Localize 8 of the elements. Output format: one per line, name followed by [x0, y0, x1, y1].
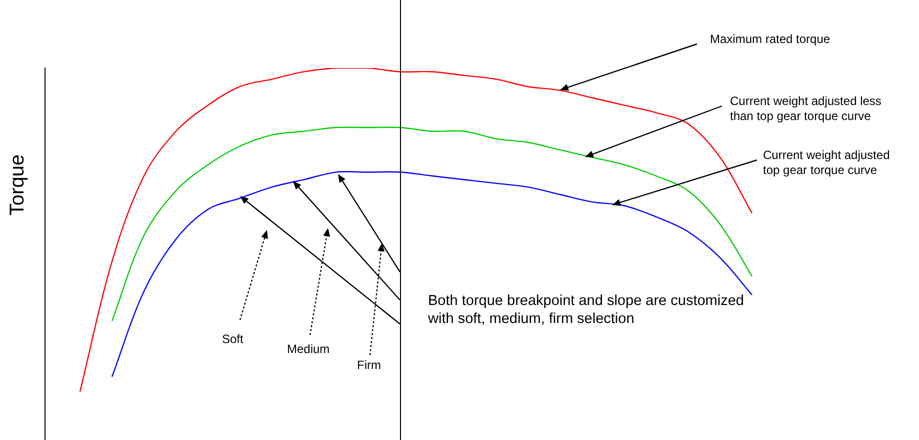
annotation: Both torque breakpoint and slope are customized with soft, medium, firm selection: [428, 292, 744, 328]
annotation: Current weight adjusted less than top gear torque curve: [730, 94, 882, 124]
annotation: Firm: [357, 358, 381, 373]
annotation: Medium: [287, 342, 330, 357]
annotation: Soft: [222, 332, 244, 347]
text: Maximum rated torque: [710, 32, 830, 47]
y-axis-title: Torque: [6, 154, 30, 216]
annotation: Current weight adjusted top gear torque curve: [763, 148, 890, 178]
